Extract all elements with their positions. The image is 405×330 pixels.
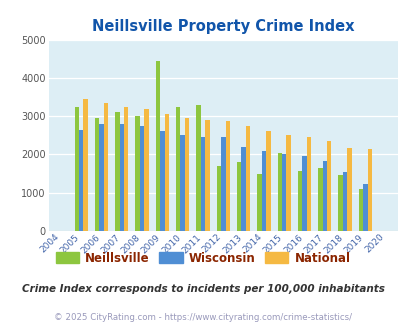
- Bar: [196, 105, 200, 231]
- Bar: [83, 99, 87, 231]
- Bar: [362, 184, 367, 231]
- Bar: [302, 155, 306, 231]
- Bar: [124, 107, 128, 231]
- Bar: [326, 141, 331, 231]
- Bar: [119, 124, 124, 231]
- Bar: [277, 152, 281, 231]
- Bar: [261, 150, 266, 231]
- Bar: [79, 130, 83, 231]
- Bar: [160, 131, 164, 231]
- Bar: [286, 135, 290, 231]
- Bar: [237, 162, 241, 231]
- Bar: [205, 120, 209, 231]
- Bar: [104, 103, 108, 231]
- Bar: [241, 147, 245, 231]
- Bar: [358, 189, 362, 231]
- Text: © 2025 CityRating.com - https://www.cityrating.com/crime-statistics/: © 2025 CityRating.com - https://www.city…: [54, 313, 351, 322]
- Bar: [367, 149, 371, 231]
- Bar: [342, 172, 347, 231]
- Bar: [135, 116, 139, 231]
- Bar: [338, 176, 342, 231]
- Bar: [318, 168, 322, 231]
- Bar: [257, 174, 261, 231]
- Bar: [115, 112, 119, 231]
- Bar: [144, 109, 148, 231]
- Bar: [200, 137, 205, 231]
- Bar: [95, 118, 99, 231]
- Title: Neillsville Property Crime Index: Neillsville Property Crime Index: [92, 19, 354, 34]
- Bar: [185, 118, 189, 231]
- Bar: [75, 107, 79, 231]
- Bar: [281, 154, 286, 231]
- Bar: [297, 171, 301, 231]
- Bar: [347, 148, 351, 231]
- Bar: [164, 114, 169, 231]
- Text: Crime Index corresponds to incidents per 100,000 inhabitants: Crime Index corresponds to incidents per…: [21, 284, 384, 294]
- Bar: [266, 131, 270, 231]
- Bar: [306, 137, 311, 231]
- Bar: [216, 166, 220, 231]
- Bar: [220, 137, 225, 231]
- Legend: Neillsville, Wisconsin, National: Neillsville, Wisconsin, National: [51, 247, 354, 269]
- Bar: [322, 161, 326, 231]
- Bar: [225, 121, 230, 231]
- Bar: [176, 107, 180, 231]
- Bar: [139, 126, 144, 231]
- Bar: [245, 126, 249, 231]
- Bar: [180, 135, 185, 231]
- Bar: [99, 124, 104, 231]
- Bar: [156, 61, 160, 231]
